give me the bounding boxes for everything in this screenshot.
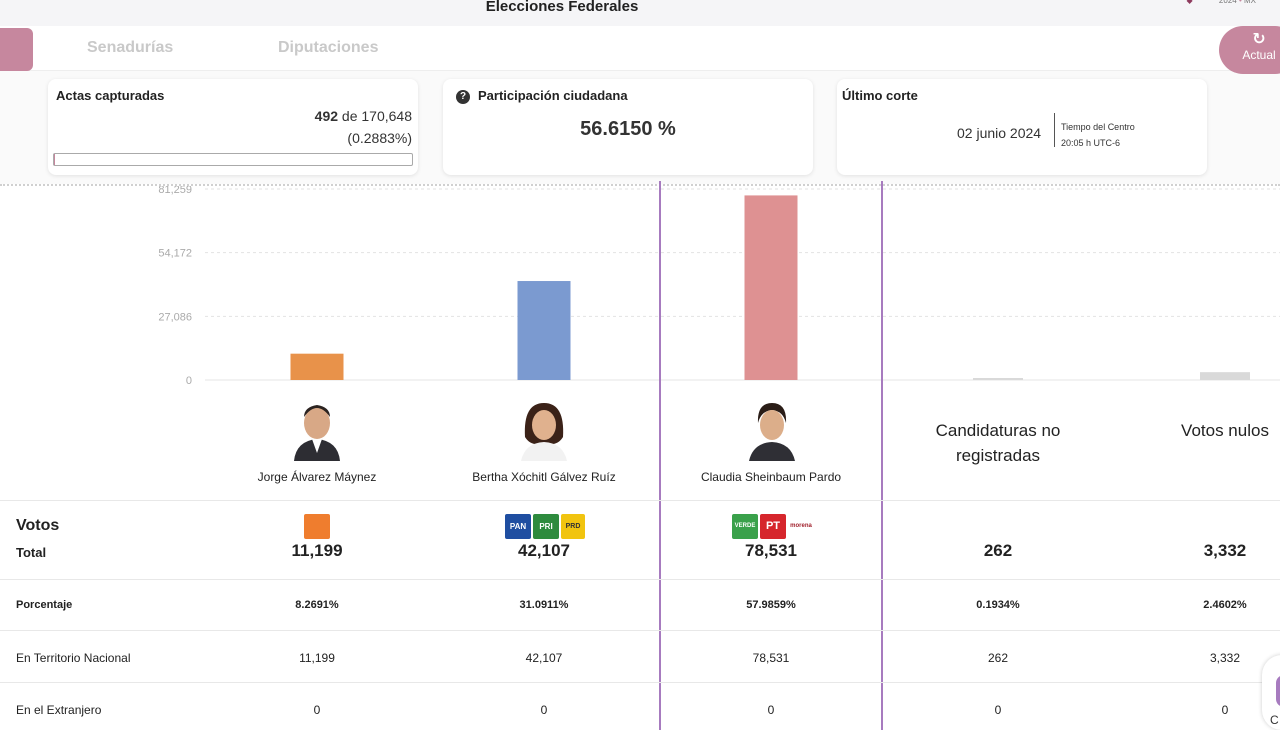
mc-logo-icon xyxy=(304,514,330,539)
bar-no-registradas[interactable] xyxy=(973,378,1023,380)
top-header: Elecciones Federales ◆ 2024 • MX xyxy=(0,0,1280,26)
stats-panel: Actas capturadas 492 de 170,648 (0.2883%… xyxy=(0,71,1280,184)
actas-progress-bar xyxy=(53,153,413,166)
territorio-nulos: 3,332 xyxy=(1209,651,1241,665)
bar-nulos[interactable] xyxy=(1200,372,1250,380)
candidate-photo-claudia xyxy=(749,403,795,461)
corte-title: Último corte xyxy=(842,88,918,103)
y-tick-label: 81,259 xyxy=(158,186,192,196)
corte-card: Último corte 02 junio 2024 Tiempo del Ce… xyxy=(837,79,1207,175)
corte-date: 02 junio 2024 xyxy=(957,125,1042,141)
y-tick-label: 54,172 xyxy=(158,248,192,260)
total-label: Total xyxy=(16,545,47,560)
table-row-border xyxy=(0,579,1280,580)
total-xochitl: 42,107 xyxy=(518,541,570,560)
votos-label: Votos xyxy=(16,517,60,534)
table-row-border xyxy=(0,682,1280,683)
candidate-photo-xochitl xyxy=(521,403,567,461)
column-divider-right xyxy=(881,181,883,730)
widget-label: C xyxy=(1270,713,1279,727)
corte-timezone: Tiempo del Centro 20:05 h UTC-6 xyxy=(1061,122,1135,148)
help-icon[interactable]: ? xyxy=(456,90,470,104)
total-claudia: 78,531 xyxy=(745,541,797,560)
refresh-button[interactable]: ↻ Actual xyxy=(1219,26,1280,74)
brand-logo: ◆ 2024 • MX xyxy=(1187,0,1256,5)
page-title: Elecciones Federales xyxy=(485,0,639,15)
column-label-nulos: Votos nulos xyxy=(1181,421,1269,440)
y-tick-label: 0 xyxy=(186,375,192,387)
bar-jorge[interactable] xyxy=(290,353,344,380)
total-jorge: 11,199 xyxy=(291,541,343,560)
column-divider-left xyxy=(659,181,661,730)
pct-claudia: 57.9859% xyxy=(746,599,796,611)
actas-count: 492 de 170,648 xyxy=(314,108,412,124)
participacion-card: ? Participación ciudadana 56.6150 % xyxy=(443,79,813,175)
tab-senadurias[interactable]: Senadurías xyxy=(87,39,174,56)
ine-logo-icon: ◆ xyxy=(1186,0,1193,5)
actas-percentage: (0.2883%) xyxy=(347,130,412,146)
corte-divider xyxy=(1054,113,1055,147)
widget-handle-icon xyxy=(1276,675,1280,707)
extranjero-jorge: 0 xyxy=(313,703,321,717)
total-nulos: 3,332 xyxy=(1203,541,1247,560)
table-row-border xyxy=(0,630,1280,631)
y-tick-label: 27,086 xyxy=(158,311,192,323)
tab-diputaciones[interactable]: Diputaciones xyxy=(278,39,379,56)
refresh-icon: ↻ xyxy=(1252,31,1266,48)
column-label-no-registradas: Candidaturas no registradas xyxy=(935,421,1061,465)
porcentaje-label: Porcentaje xyxy=(16,599,73,611)
territorio-jorge: 11,199 xyxy=(299,651,335,665)
pct-jorge: 8.2691% xyxy=(295,599,339,611)
tab-presidencia[interactable] xyxy=(0,28,33,71)
results-chart: 81,259 54,172 27,086 0 xyxy=(0,184,1280,502)
bar-claudia[interactable] xyxy=(744,195,798,380)
candidate-name-claudia: Claudia Sheinbaum Pardo xyxy=(700,470,842,484)
extranjero-no-registradas: 0 xyxy=(994,703,1002,717)
participacion-title: ? Participación ciudadana xyxy=(456,88,628,104)
pct-xochitl: 31.0911% xyxy=(519,599,569,611)
participacion-value: 56.6150 % xyxy=(580,118,676,140)
total-no-registradas: 262 xyxy=(983,541,1013,560)
extranjero-claudia: 0 xyxy=(767,703,775,717)
floating-widget[interactable]: C xyxy=(1262,655,1280,730)
extranjero-nulos: 0 xyxy=(1221,703,1229,717)
pct-no-registradas: 0.1934% xyxy=(976,599,1020,611)
pct-nulos: 2.4602% xyxy=(1203,599,1247,611)
candidate-name-xochitl: Bertha Xóchitl Gálvez Ruíz xyxy=(472,470,616,484)
candidate-photo-jorge xyxy=(294,405,340,461)
actas-title: Actas capturadas xyxy=(56,88,165,103)
actas-card: Actas capturadas 492 de 170,648 (0.2883%… xyxy=(48,79,418,175)
bar-xochitl[interactable] xyxy=(517,281,571,380)
bar-chart-svg: 81,259 54,172 27,086 0 xyxy=(158,184,1280,387)
territorio-claudia: 78,531 xyxy=(752,651,790,665)
pan-pri-prd-logo-icon: PAN PRI PRD xyxy=(505,514,585,539)
table-top-border xyxy=(0,500,1280,501)
extranjero-xochitl: 0 xyxy=(540,703,548,717)
territorio-xochitl: 42,107 xyxy=(525,651,563,665)
territorio-no-registradas: 262 xyxy=(987,651,1009,665)
election-tabs: Senadurías Diputaciones xyxy=(0,26,1280,71)
verde-pt-morena-logo-icon: VERDE PT morena xyxy=(732,514,814,539)
extranjero-label: En el Extranjero xyxy=(16,703,102,717)
actas-progress-fill xyxy=(54,154,56,165)
territorio-label: En Territorio Nacional xyxy=(16,651,131,665)
candidate-name-jorge: Jorge Álvarez Máynez xyxy=(257,470,377,484)
